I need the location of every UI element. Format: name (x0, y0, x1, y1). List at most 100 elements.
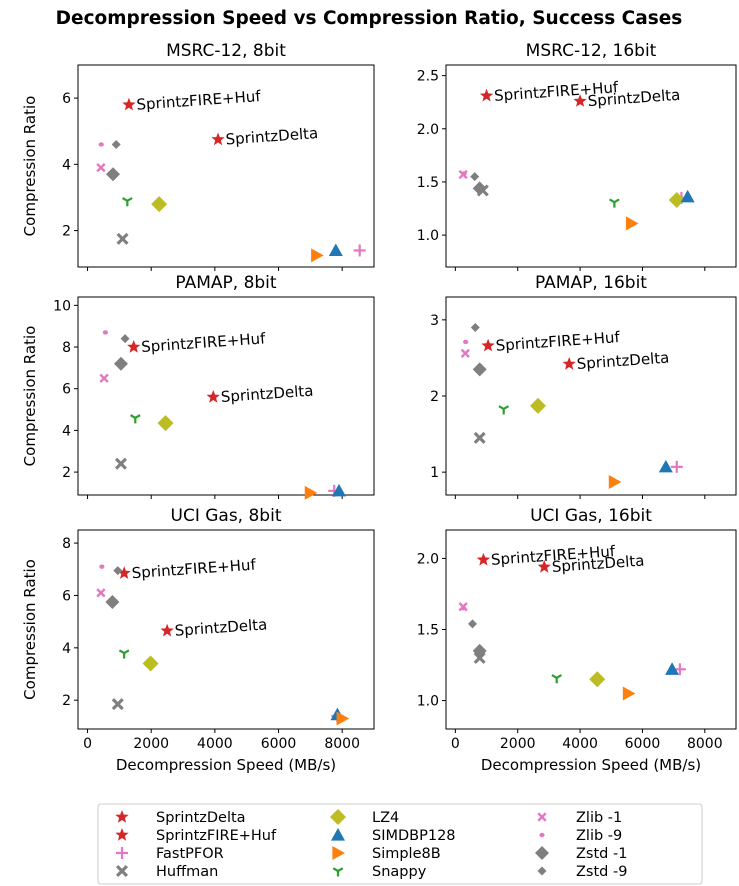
point-simdbp128 (665, 662, 680, 675)
x-tick-label: 0 (83, 736, 92, 752)
chart-panel-3: PAMAP, 8bit 2 4 6 8 10 Compression Ratio Sprint… (21, 273, 375, 500)
point-fastpfor (670, 460, 683, 473)
legend-item-sprintzfire-huf: SprintzFIRE+Huf (115, 828, 277, 844)
point-snappy (129, 414, 141, 424)
point-sprintzfire-huf (122, 97, 136, 111)
point-sprintzfire-huf (481, 338, 495, 352)
point-zlib-9 (460, 605, 467, 611)
point-zlib-9 (102, 330, 108, 335)
y-tick-label: 4 (62, 641, 71, 657)
point-label: SprintzFIRE+Huf (141, 329, 267, 356)
legend-label: Simple8B (372, 846, 441, 862)
legend-marker-sprintzdelta (115, 810, 129, 823)
point-sprintzfire-huf (127, 340, 141, 353)
legend-label: Zstd -1 (576, 846, 627, 862)
data-points: SprintzDelta SprintzFIRE+Huf (96, 556, 350, 726)
point-zstd-9 (120, 334, 130, 344)
point-zlib-9 (98, 142, 104, 147)
x-tick-label: 4000 (197, 736, 233, 752)
x-tick-label: 8000 (687, 736, 723, 752)
plot-frame (445, 296, 737, 496)
point-huffman (114, 457, 127, 470)
data-points: SprintzDelta SprintzFIRE+Huf (99, 329, 346, 500)
point-label: SprintzDelta (220, 382, 314, 406)
legend-item-simple8b: Simple8B (332, 846, 441, 862)
panel-title: UCI Gas, 16bit (530, 506, 652, 526)
panel-title: UCI Gas, 8bit (171, 506, 282, 526)
point-simdbp128 (658, 459, 673, 473)
legend-item-sprintzdelta: SprintzDelta (115, 810, 246, 826)
plot-frame (77, 64, 375, 268)
point-lz4 (157, 415, 174, 432)
point-zlib-1 (99, 373, 109, 383)
chart-panel-6: UCI Gas, 16bit 0 2000 4000 6000 8000 1.0 1.5 2.0… (417, 506, 737, 774)
point-huffman (473, 431, 486, 444)
legend-marker-simdbp128 (331, 828, 345, 841)
point-zstd-1 (105, 595, 120, 610)
y-axis-label: Compression Ratio (21, 326, 39, 467)
x-tick-label: 6000 (625, 736, 661, 752)
y-tick-label: 1.5 (417, 175, 439, 191)
legend-box (97, 803, 703, 885)
chart-panel-4: PAMAP, 16bit 1 2 3 SprintzDeltaSprintzFIRE+H… (430, 273, 737, 499)
point-zstd-1 (472, 181, 487, 196)
panel-title: MSRC-12, 8bit (166, 41, 286, 61)
y-tick-label: 4 (62, 157, 71, 173)
y-tick-label: 8 (62, 340, 71, 356)
point-lz4 (151, 196, 168, 213)
y-axis-label: Compression Ratio (21, 96, 39, 237)
point-simple8b (304, 485, 318, 500)
point-zstd-9 (470, 322, 480, 332)
point-snappy (551, 674, 563, 684)
legend-marker-zlib-9 (539, 832, 545, 838)
x-axis-label: Decompression Speed (MB/s) (481, 756, 701, 774)
legend-item-zlib-1: Zlib -1 (537, 810, 622, 826)
legend-item-zlib-9: Zlib -9 (539, 828, 622, 844)
point-simple8b (622, 686, 636, 701)
point-simdbp128 (680, 189, 695, 203)
point-zstd-1 (472, 362, 487, 377)
legend-item-zstd-9: Zstd -9 (537, 864, 627, 880)
panel-title: MSRC-12, 16bit (526, 41, 657, 61)
legend-label: SprintzDelta (156, 810, 246, 826)
point-zstd-1 (106, 167, 121, 182)
legend-marker-sprintzfire-huf (115, 828, 129, 841)
y-tick-label: 2 (62, 465, 71, 481)
legend-label: SprintzFIRE+Huf (156, 828, 277, 844)
y-tick-label: 1.5 (417, 623, 439, 639)
point-sprintzdelta (160, 623, 174, 637)
legend-item-lz4: LZ4 (330, 809, 399, 826)
point-zlib-9 (461, 171, 467, 176)
legend: SprintzDelta SprintzFIRE+Huf FastPFOR Huffm… (97, 803, 703, 885)
point-label: SprintzDelta (225, 124, 319, 148)
point-zlib-1 (460, 348, 470, 358)
y-tick-label: 6 (62, 91, 71, 107)
point-snappy (122, 197, 133, 207)
legend-item-zstd-1: Zstd -1 (535, 846, 627, 862)
point-simple8b (336, 711, 350, 726)
panels: MSRC-12, 8bit 2 4 6 Compression Ratio Sprintz… (21, 41, 737, 774)
point-simdbp128 (328, 243, 343, 257)
point-zstd-1 (113, 356, 128, 371)
y-tick-label: 8 (62, 536, 71, 552)
y-tick-label: 6 (62, 382, 71, 398)
figure-title: Decompression Speed vs Compression Ratio… (56, 8, 683, 29)
panel-title: PAMAP, 16bit (535, 273, 647, 293)
point-simple8b (608, 475, 622, 490)
point-label: SprintzDelta (174, 615, 268, 639)
y-tick-label: 2 (430, 389, 439, 405)
point-label: SprintzDelta (576, 349, 670, 373)
x-axis-label: Decompression Speed (MB/s) (116, 756, 336, 774)
y-tick-label: 1 (430, 465, 439, 481)
x-tick-label: 2000 (133, 736, 169, 752)
point-label: SprintzFIRE+Huf (136, 87, 262, 114)
legend-marker-zstd-9 (537, 866, 547, 876)
point-label: SprintzFIRE+Huf (131, 556, 257, 583)
y-tick-label: 2.0 (417, 122, 439, 138)
legend-item-snappy: Snappy (332, 864, 427, 880)
point-sprintzfire-huf (479, 88, 494, 102)
point-lz4 (589, 671, 606, 688)
